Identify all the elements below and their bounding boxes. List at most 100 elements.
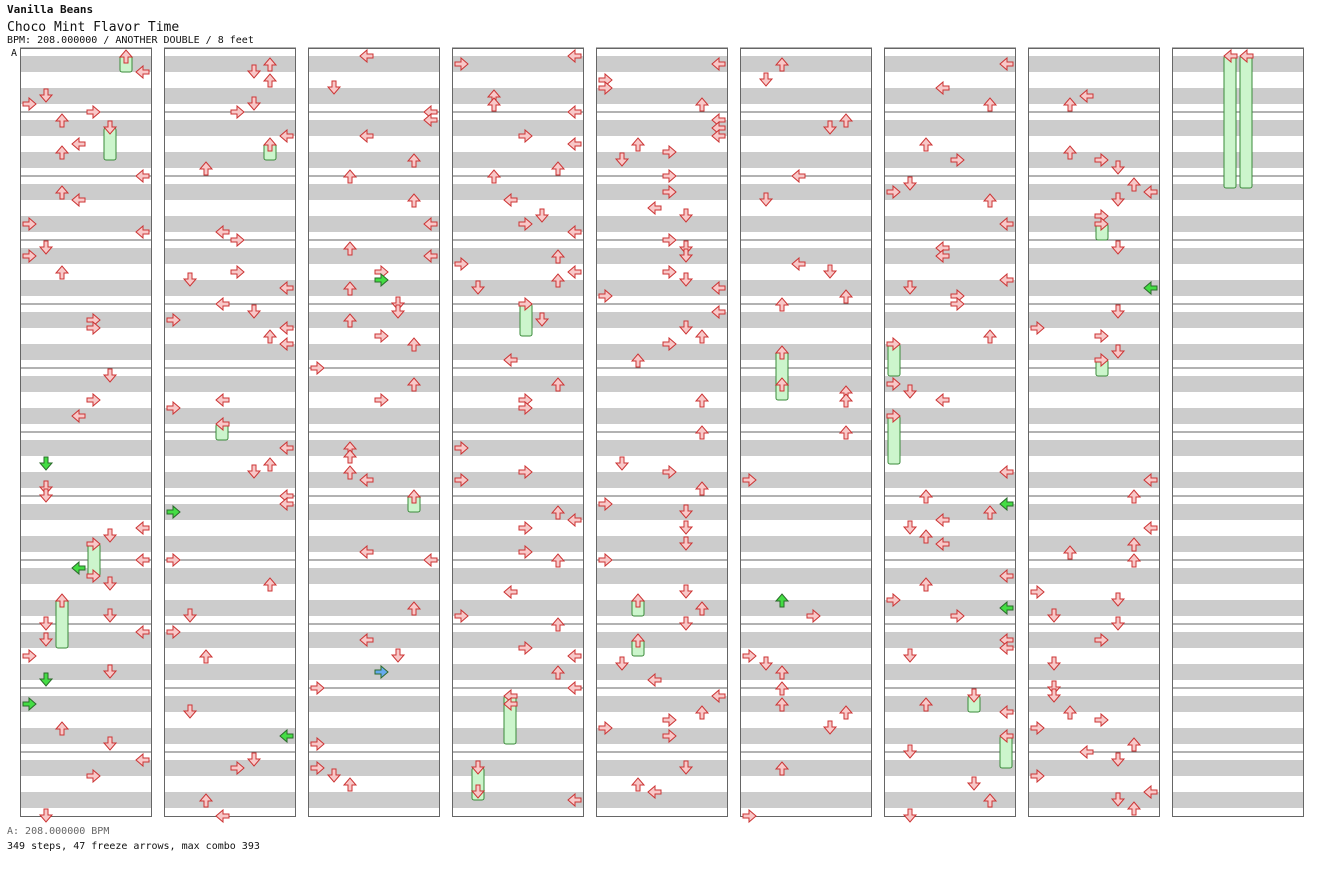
arrow-icon <box>694 329 710 344</box>
arrow-icon <box>454 256 469 272</box>
beat-stripe <box>308 88 440 104</box>
freeze-arrow-icon <box>1239 55 1253 189</box>
arrow-icon <box>1110 752 1126 767</box>
beat-stripe <box>596 568 728 584</box>
beat-stripe <box>20 376 152 392</box>
beat-stripe <box>20 536 152 552</box>
beat-stripe <box>164 792 296 808</box>
arrow-icon <box>630 593 646 608</box>
arrow-icon <box>1143 472 1158 488</box>
arrow-icon <box>1143 784 1158 800</box>
arrow-icon <box>598 720 613 736</box>
arrow-icon <box>230 104 245 120</box>
beat-stripe <box>164 536 296 552</box>
beat-stripe <box>1028 632 1160 648</box>
arrow-icon <box>215 416 230 432</box>
measure-column <box>308 47 440 817</box>
beat-stripe <box>452 504 584 520</box>
arrow-icon <box>342 449 358 464</box>
arrow-icon <box>550 273 566 288</box>
arrow-icon <box>711 128 726 144</box>
column-border <box>164 48 296 817</box>
arrow-icon <box>598 72 613 88</box>
arrow-icon <box>22 216 37 232</box>
beat-stripe <box>596 248 728 264</box>
arrow-icon <box>1126 553 1142 568</box>
beat-stripe <box>308 440 440 456</box>
beat-stripe <box>452 664 584 680</box>
arrow-icon <box>1094 152 1109 168</box>
arrow-icon <box>935 536 950 552</box>
beat-stripe <box>1172 376 1304 392</box>
beat-stripe <box>596 376 728 392</box>
arrow-icon <box>54 265 70 280</box>
arrow-icon <box>758 72 774 87</box>
arrow-icon <box>711 280 726 296</box>
arrow-icon <box>1110 616 1126 631</box>
beat-stripe <box>1172 792 1304 808</box>
arrow-icon <box>902 808 918 823</box>
beat-stripe <box>308 152 440 168</box>
arrow-icon <box>230 232 245 248</box>
beat-stripe <box>1028 184 1160 200</box>
beat-stripe <box>308 504 440 520</box>
beat-stripe <box>164 696 296 712</box>
arrow-icon <box>950 152 965 168</box>
beat-stripe <box>596 600 728 616</box>
beat-stripe <box>1172 632 1304 648</box>
arrow-icon <box>694 97 710 112</box>
beat-stripe <box>20 408 152 424</box>
arrow-icon <box>1110 592 1126 607</box>
arrow-icon <box>102 736 118 751</box>
arrow-icon <box>774 697 790 712</box>
arrow-icon <box>262 577 278 592</box>
beat-stripe <box>20 56 152 72</box>
beat-stripe <box>20 472 152 488</box>
arrow-icon <box>503 584 518 600</box>
arrow-icon <box>902 280 918 295</box>
arrow-icon <box>470 784 486 799</box>
arrow-icon <box>359 48 374 64</box>
arrow-icon <box>902 520 918 535</box>
beat-stripe <box>452 440 584 456</box>
arrow-icon <box>902 176 918 191</box>
arrow-icon <box>662 168 677 184</box>
arrow-icon <box>935 240 950 256</box>
arrow-icon <box>711 56 726 72</box>
arrow-icon <box>230 264 245 280</box>
arrow-icon <box>71 136 86 152</box>
arrow-icon <box>310 760 325 776</box>
beat-stripe <box>740 600 872 616</box>
beat-stripe <box>596 472 728 488</box>
arrow-icon <box>662 264 677 280</box>
beat-stripe <box>308 568 440 584</box>
arrow-icon <box>567 512 582 528</box>
arrow-icon <box>711 304 726 320</box>
beat-stripe <box>884 504 1016 520</box>
arrow-icon <box>630 137 646 152</box>
beat-stripe <box>452 88 584 104</box>
beat-stripe <box>740 56 872 72</box>
arrow-icon <box>518 296 533 312</box>
arrow-icon <box>215 392 230 408</box>
beat-stripe <box>1028 248 1160 264</box>
beat-stripe <box>164 504 296 520</box>
arrow-icon <box>326 80 342 95</box>
beat-stripe <box>1028 664 1160 680</box>
arrow-icon <box>359 128 374 144</box>
beat-stripe <box>452 376 584 392</box>
arrow-icon <box>38 88 54 103</box>
arrow-icon <box>918 529 934 544</box>
arrow-icon <box>902 384 918 399</box>
arrow-icon <box>454 440 469 456</box>
arrow-icon <box>999 640 1014 656</box>
arrow-icon <box>54 113 70 128</box>
beat-stripe <box>20 440 152 456</box>
column-border <box>452 48 584 817</box>
arrow-icon <box>342 169 358 184</box>
arrow-icon <box>774 377 790 392</box>
arrow-icon <box>166 504 181 520</box>
arrow-icon <box>999 272 1014 288</box>
arrow-icon <box>86 104 101 120</box>
beat-stripe <box>164 376 296 392</box>
